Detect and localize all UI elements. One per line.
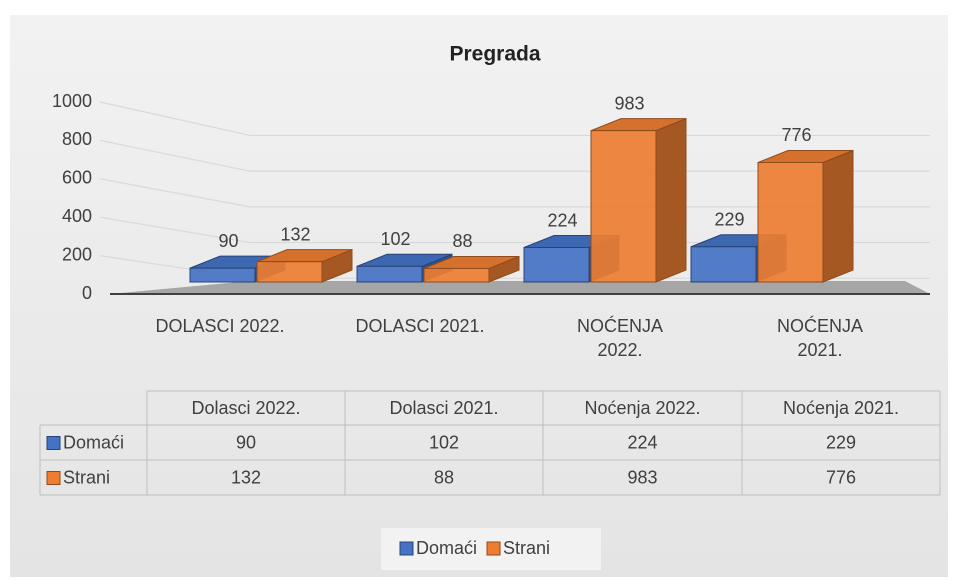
table-cell: 132 xyxy=(231,467,261,487)
y-tick-label: 800 xyxy=(62,129,92,149)
table-row-label: Domaći xyxy=(63,432,124,452)
data-label: 224 xyxy=(547,210,577,230)
chart-background xyxy=(10,15,948,577)
table-header: Noćenja 2021. xyxy=(783,398,899,418)
bar xyxy=(423,267,490,283)
bar xyxy=(690,246,757,283)
table-header: Dolasci 2022. xyxy=(191,398,300,418)
table-header: Noćenja 2022. xyxy=(584,398,700,418)
grid-line xyxy=(99,178,930,208)
bar xyxy=(757,161,824,283)
table-cell: 102 xyxy=(429,432,459,452)
bar xyxy=(189,267,256,283)
table-cell: 229 xyxy=(826,432,856,452)
bar-side xyxy=(822,149,854,283)
y-tick-label: 200 xyxy=(62,244,92,264)
table-legend-key xyxy=(46,471,61,485)
x-tick-label: NOĆENJA 2021. xyxy=(776,316,863,360)
grid-line xyxy=(99,101,930,137)
y-tick-label: 1000 xyxy=(52,91,92,111)
data-label: 776 xyxy=(781,125,811,145)
table-cell: 88 xyxy=(434,467,454,487)
table-cell: 983 xyxy=(627,467,657,487)
y-tick-label: 0 xyxy=(82,283,92,303)
y-tick-label: 400 xyxy=(62,206,92,226)
data-label: 229 xyxy=(714,209,744,229)
legend-key xyxy=(486,541,501,556)
bar xyxy=(256,261,323,283)
x-tick-label: DOLASCI 2022. xyxy=(155,316,285,336)
bar-side xyxy=(655,117,687,283)
grid-line xyxy=(99,139,930,172)
floor xyxy=(110,281,930,294)
bar xyxy=(590,130,657,283)
table-row-label: Strani xyxy=(63,467,110,487)
x-tick-label: NOĆENJA 2022. xyxy=(576,316,663,360)
table-cell: 776 xyxy=(826,467,856,487)
table-cell: 90 xyxy=(236,432,256,452)
table-legend-key xyxy=(46,436,61,450)
bar xyxy=(356,265,423,283)
table-cell: 224 xyxy=(627,432,657,452)
x-tick-label: DOLASCI 2021. xyxy=(355,316,485,336)
chart-title: Pregrada xyxy=(449,43,540,66)
data-label: 90 xyxy=(218,231,238,251)
data-label: 102 xyxy=(380,229,410,249)
data-label: 132 xyxy=(280,224,310,244)
bar xyxy=(523,247,590,283)
y-tick-label: 600 xyxy=(62,168,92,188)
data-label: 983 xyxy=(614,93,644,113)
legend-label: Strani xyxy=(503,538,550,558)
legend-key xyxy=(399,541,414,556)
table-header: Dolasci 2021. xyxy=(389,398,498,418)
legend-label: Domaći xyxy=(416,538,477,558)
data-label: 88 xyxy=(452,231,472,251)
